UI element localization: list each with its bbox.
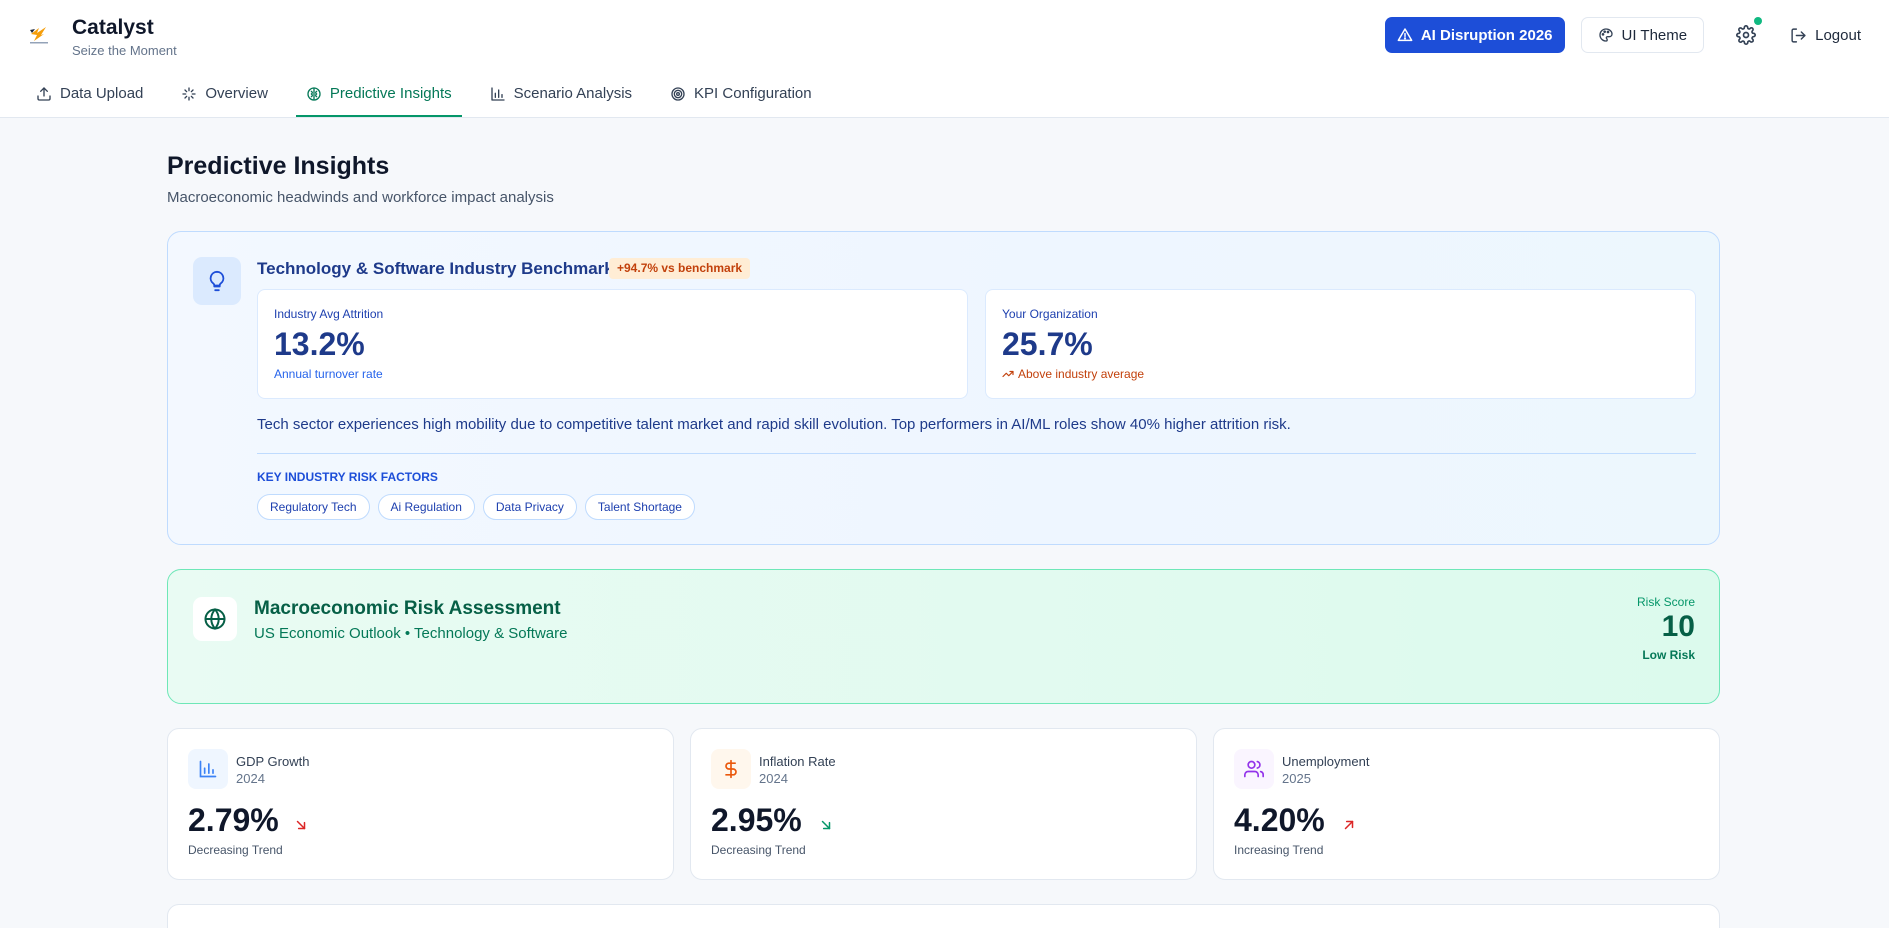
- tab-label: Overview: [205, 85, 268, 102]
- catalyst-logo-icon: [30, 27, 48, 44]
- gear-icon: [1736, 25, 1757, 45]
- trending-up-icon: [1002, 370, 1014, 378]
- brain-icon: [307, 87, 321, 101]
- divider: [257, 453, 1696, 454]
- macro-icon-box: [193, 597, 237, 641]
- bar-chart-icon: [490, 87, 505, 101]
- logout-button[interactable]: Logout: [1790, 27, 1861, 44]
- ai-disruption-button[interactable]: AI Disruption 2026: [1384, 17, 1565, 53]
- macro-title: Macroeconomic Risk Assessment: [254, 598, 561, 619]
- settings-button[interactable]: [1732, 17, 1763, 49]
- gdp-growth-card: GDP Growth 2024 2.79% Decreasing Trend: [167, 728, 674, 880]
- benchmark-badge: +94.7% vs benchmark: [609, 258, 751, 279]
- tab-label: Predictive Insights: [329, 85, 452, 102]
- unemployment-card: Unemployment 2025 4.20% Increasing Trend: [1213, 728, 1720, 880]
- tab-data-upload[interactable]: Data Upload: [26, 79, 153, 118]
- bar-chart-icon: [199, 760, 217, 778]
- risk-score-label: Risk Score: [1636, 595, 1695, 609]
- stat-trend: Increasing Trend: [1234, 843, 1324, 857]
- stat-name: Unemployment: [1282, 754, 1370, 769]
- stat-year: 2025: [1282, 771, 1311, 786]
- risk-factor-chip: Regulatory Tech: [257, 494, 370, 520]
- risk-factor-chips: Regulatory Tech Ai Regulation Data Priva…: [257, 494, 703, 520]
- stat-icon-box: [711, 749, 751, 789]
- lightbulb-icon: [209, 270, 225, 292]
- tab-label: Data Upload: [60, 85, 144, 102]
- upload-icon: [37, 87, 51, 101]
- page-subtitle: Macroeconomic headwinds and workforce im…: [167, 189, 554, 206]
- stat-trend: Decreasing Trend: [711, 843, 806, 857]
- industry-attrition-metric: Industry Avg Attrition 13.2% Annual turn…: [257, 289, 968, 399]
- brand[interactable]: Catalyst Seize the Moment: [26, 16, 177, 58]
- inflation-rate-card: Inflation Rate 2024 2.95% Decreasing Tre…: [690, 728, 1197, 880]
- stat-trend: Decreasing Trend: [188, 843, 283, 857]
- industry-benchmark-card: Technology & Software Industry Benchmark…: [167, 231, 1720, 545]
- ui-theme-label: UI Theme: [1621, 26, 1688, 44]
- stat-name: GDP Growth: [236, 754, 310, 769]
- metric-label: Industry Avg Attrition: [274, 307, 384, 321]
- notification-dot: [1754, 17, 1763, 25]
- globe-icon: [204, 608, 226, 630]
- organization-attrition-metric: Your Organization 25.7% Above industry a…: [985, 289, 1696, 399]
- metric-label: Your Organization: [1002, 307, 1098, 321]
- macro-subtitle: US Economic Outlook • Technology & Softw…: [254, 625, 568, 642]
- stat-year: 2024: [236, 771, 265, 786]
- benchmark-title: Technology & Software Industry Benchmark: [257, 259, 614, 278]
- tab-scenario-analysis[interactable]: Scenario Analysis: [480, 79, 642, 118]
- dollar-icon: [725, 759, 737, 779]
- tab-overview[interactable]: Overview: [171, 79, 278, 118]
- macro-risk-card: Macroeconomic Risk Assessment US Economi…: [167, 569, 1720, 704]
- arrow-down-right-icon: [821, 820, 831, 830]
- stat-name: Inflation Rate: [759, 754, 836, 769]
- stat-value: 2.79%: [188, 802, 279, 838]
- metric-note-text: Above industry average: [1018, 367, 1145, 381]
- palette-icon: [1598, 28, 1613, 42]
- risk-factor-chip: Talent Shortage: [584, 494, 695, 520]
- metric-value: 13.2%: [274, 326, 365, 362]
- stat-value: 4.20%: [1234, 802, 1325, 838]
- warning-triangle-icon: [1397, 28, 1413, 42]
- risk-factor-chip: Data Privacy: [482, 494, 577, 520]
- tab-label: Scenario Analysis: [513, 85, 633, 102]
- risk-score-value: 10: [1661, 610, 1695, 643]
- ai-disruption-label: AI Disruption 2026: [1420, 26, 1553, 44]
- stat-icon-box: [1234, 749, 1274, 789]
- page-title: Predictive Insights: [167, 152, 390, 180]
- app-name: Catalyst: [72, 16, 154, 39]
- ui-theme-button[interactable]: UI Theme: [1580, 17, 1705, 53]
- benchmark-description: Tech sector experiences high mobility du…: [257, 416, 1291, 433]
- risk-factors-heading: KEY INDUSTRY RISK FACTORS: [257, 470, 438, 484]
- stat-value: 2.95%: [711, 802, 802, 838]
- target-icon: [671, 87, 685, 101]
- metric-note: Above industry average: [1002, 367, 1144, 381]
- metric-note: Annual turnover rate: [274, 367, 383, 381]
- main-tabs: Data Upload Overview Predictive Insights…: [26, 79, 840, 118]
- risk-level: Low Risk: [1642, 648, 1695, 662]
- benchmark-icon-box: [193, 257, 241, 305]
- tab-kpi-configuration[interactable]: KPI Configuration: [660, 79, 822, 118]
- sparkles-icon: [182, 87, 197, 101]
- next-section-card: [167, 904, 1720, 928]
- stat-icon-box: [188, 749, 228, 789]
- arrow-up-right-icon: [1344, 820, 1354, 830]
- risk-factor-chip: Ai Regulation: [377, 494, 475, 520]
- stat-year: 2024: [759, 771, 788, 786]
- logout-icon: [1791, 27, 1806, 43]
- metric-value: 25.7%: [1002, 326, 1093, 362]
- app-tagline: Seize the Moment: [72, 43, 177, 58]
- tab-label: KPI Configuration: [694, 85, 812, 102]
- users-icon: [1244, 760, 1264, 778]
- arrow-down-right-icon: [296, 820, 306, 830]
- top-header: Catalyst Seize the Moment AI Disruption …: [0, 0, 1889, 118]
- tab-predictive-insights[interactable]: Predictive Insights: [295, 79, 462, 118]
- logout-label: Logout: [1815, 26, 1861, 44]
